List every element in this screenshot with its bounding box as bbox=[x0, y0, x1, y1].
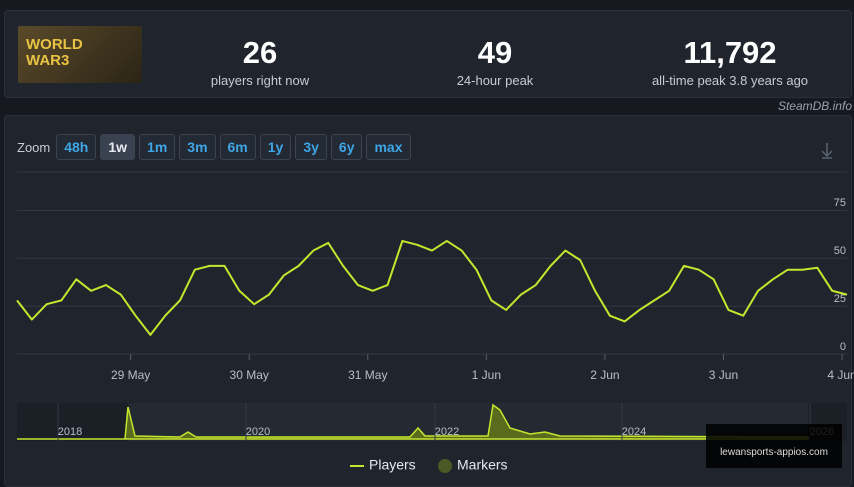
y-tick-label: 75 bbox=[834, 197, 846, 209]
stat: 26 players right now bbox=[160, 35, 360, 88]
y-tick-label: 0 bbox=[840, 341, 846, 353]
zoom-bar: Zoom 48h 1w 1m 3m 6m 1y 3y 6y max bbox=[17, 134, 415, 160]
stat-value: 26 bbox=[242, 35, 278, 70]
logo-text: WAR3 bbox=[26, 52, 70, 69]
x-tick-label: 3 Jun bbox=[709, 368, 738, 382]
stat-label: players right now bbox=[210, 73, 310, 88]
zoom-button[interactable]: 3m bbox=[179, 134, 216, 160]
zoom-label: Zoom bbox=[17, 139, 51, 155]
zoom-buttons: 48h 1w 1m 3m 6m 1y 3y 6y max bbox=[56, 134, 414, 160]
x-tick-label: 1 Jun bbox=[472, 368, 501, 382]
navigator-year: 2018 bbox=[58, 426, 82, 438]
legend-label[interactable]: Players bbox=[369, 457, 416, 473]
stat-label: all-time peak 3.8 years ago bbox=[651, 73, 809, 88]
navigator-year: 2022 bbox=[435, 426, 459, 438]
game-logo: WORLD WAR3 bbox=[18, 26, 142, 83]
zoom-button[interactable]: 1y bbox=[259, 134, 292, 160]
zoom-button[interactable]: max bbox=[366, 134, 411, 160]
y-tick-label: 25 bbox=[834, 293, 846, 305]
navigator-series bbox=[17, 403, 809, 440]
y-tick-label: 50 bbox=[834, 245, 846, 257]
zoom-button[interactable]: 3y bbox=[295, 134, 327, 160]
zoom-button[interactable]: 48h bbox=[56, 134, 97, 160]
x-tick-label: 30 May bbox=[230, 368, 269, 382]
stat-value: 49 bbox=[477, 35, 513, 70]
watermark-text: lewansports-appios.com bbox=[720, 447, 828, 458]
navigator-range bbox=[128, 403, 808, 441]
legend-swatch[interactable] bbox=[438, 459, 452, 473]
zoom-button[interactable]: 6y bbox=[330, 134, 363, 160]
watermark: lewansports-appios.com bbox=[706, 424, 842, 468]
stats-panel: WORLD WAR3 26 players right now 49 24-hour… bbox=[4, 10, 852, 98]
navigator-year: 2020 bbox=[246, 426, 270, 438]
download-icon[interactable] bbox=[821, 143, 833, 159]
stat: 49 24-hour peak bbox=[395, 35, 595, 88]
navigator-year: 2024 bbox=[622, 426, 646, 438]
x-tick-label: 4 Jun bbox=[827, 368, 854, 382]
credit: SteamDB.info bbox=[777, 99, 852, 113]
x-tick-label: 31 May bbox=[348, 368, 387, 382]
stat-label: 24-hour peak bbox=[456, 73, 534, 88]
x-tick-label: 2 Jun bbox=[590, 368, 619, 382]
zoom-button[interactable]: 6m bbox=[219, 134, 256, 160]
legend-label[interactable]: Markers bbox=[457, 457, 508, 473]
stat: 11,792 all-time peak 3.8 years ago bbox=[630, 35, 830, 88]
x-tick-label: 29 May bbox=[111, 368, 150, 382]
zoom-button[interactable]: 1w bbox=[100, 134, 136, 160]
series-line bbox=[16, 239, 848, 336]
stat-value: 11,792 bbox=[683, 35, 777, 70]
zoom-button[interactable]: 1m bbox=[139, 134, 176, 160]
logo-text: WORLD bbox=[26, 36, 83, 53]
